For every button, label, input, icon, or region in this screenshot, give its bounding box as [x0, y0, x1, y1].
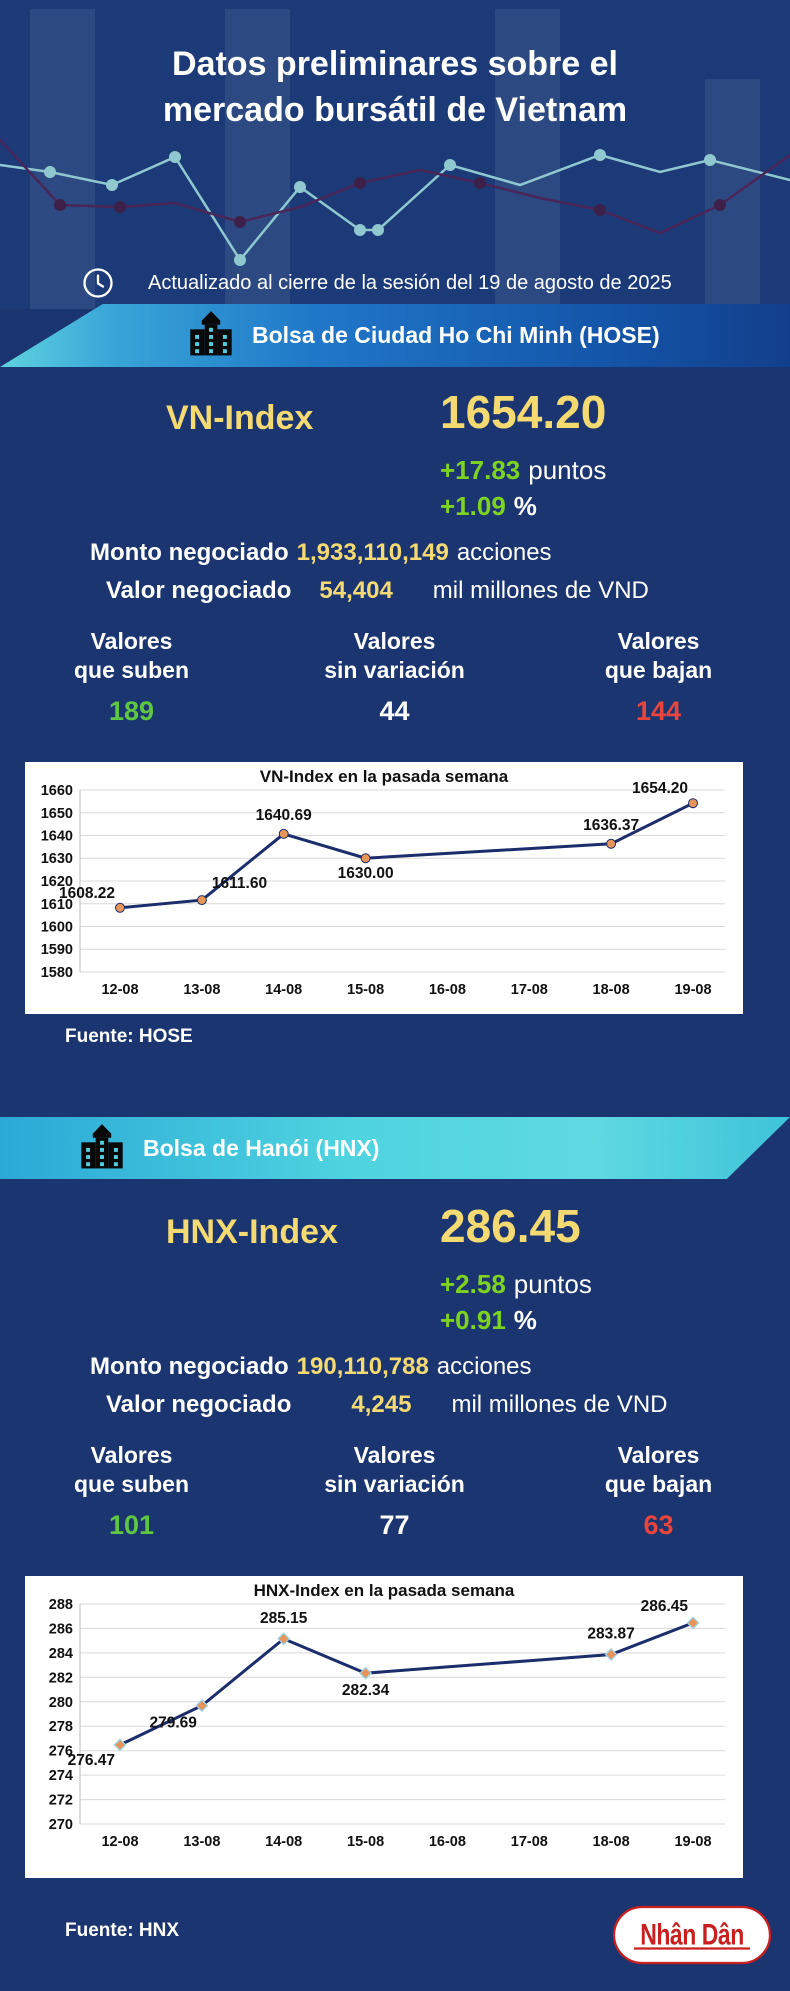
svg-text:1636.37: 1636.37	[583, 817, 639, 834]
svg-text:1590: 1590	[41, 942, 73, 958]
svg-text:1640.69: 1640.69	[256, 807, 312, 824]
svg-text:17-08: 17-08	[511, 1834, 548, 1850]
svg-text:1630: 1630	[41, 851, 73, 867]
svg-text:272: 272	[49, 1793, 73, 1809]
svg-text:15-08: 15-08	[347, 982, 384, 998]
svg-text:286: 286	[49, 1621, 73, 1637]
svg-text:1640: 1640	[41, 829, 73, 845]
svg-text:1650: 1650	[41, 806, 73, 822]
svg-text:282.34: 282.34	[342, 1682, 390, 1699]
svg-text:1580: 1580	[41, 965, 73, 981]
svg-text:Nhân Dân: Nhân Dân	[640, 1918, 744, 1951]
svg-text:285.15: 285.15	[260, 1610, 308, 1627]
svg-text:284: 284	[49, 1646, 73, 1662]
svg-text:280: 280	[49, 1695, 73, 1711]
svg-text:1654.20: 1654.20	[632, 780, 688, 797]
svg-text:13-08: 13-08	[183, 1834, 220, 1850]
svg-text:278: 278	[49, 1719, 73, 1735]
svg-text:1660: 1660	[41, 783, 73, 799]
svg-text:279.69: 279.69	[149, 1715, 197, 1732]
svg-text:1611.60: 1611.60	[212, 875, 267, 892]
svg-text:16-08: 16-08	[429, 982, 466, 998]
svg-text:17-08: 17-08	[511, 982, 548, 998]
svg-text:13-08: 13-08	[183, 982, 220, 998]
svg-text:1630.00: 1630.00	[338, 865, 394, 882]
svg-text:18-08: 18-08	[593, 1834, 630, 1850]
svg-text:19-08: 19-08	[674, 982, 711, 998]
svg-text:HNX-Index en la pasada semana: HNX-Index en la pasada semana	[254, 1581, 515, 1600]
svg-text:286.45: 286.45	[641, 1598, 689, 1615]
svg-text:1600: 1600	[41, 920, 73, 936]
svg-text:14-08: 14-08	[265, 982, 302, 998]
svg-text:12-08: 12-08	[101, 982, 138, 998]
svg-text:16-08: 16-08	[429, 1834, 466, 1850]
svg-text:12-08: 12-08	[101, 1834, 138, 1850]
svg-text:270: 270	[49, 1817, 73, 1833]
svg-text:282: 282	[49, 1670, 73, 1686]
svg-text:18-08: 18-08	[593, 982, 630, 998]
svg-text:14-08: 14-08	[265, 1834, 302, 1850]
svg-text:288: 288	[49, 1597, 73, 1613]
svg-text:276.47: 276.47	[68, 1752, 115, 1769]
svg-text:VN-Index en la pasada semana: VN-Index en la pasada semana	[260, 767, 509, 786]
svg-text:19-08: 19-08	[674, 1834, 711, 1850]
svg-text:283.87: 283.87	[587, 1626, 634, 1643]
svg-text:1608.22: 1608.22	[59, 885, 115, 902]
svg-text:15-08: 15-08	[347, 1834, 384, 1850]
svg-text:274: 274	[49, 1768, 73, 1784]
